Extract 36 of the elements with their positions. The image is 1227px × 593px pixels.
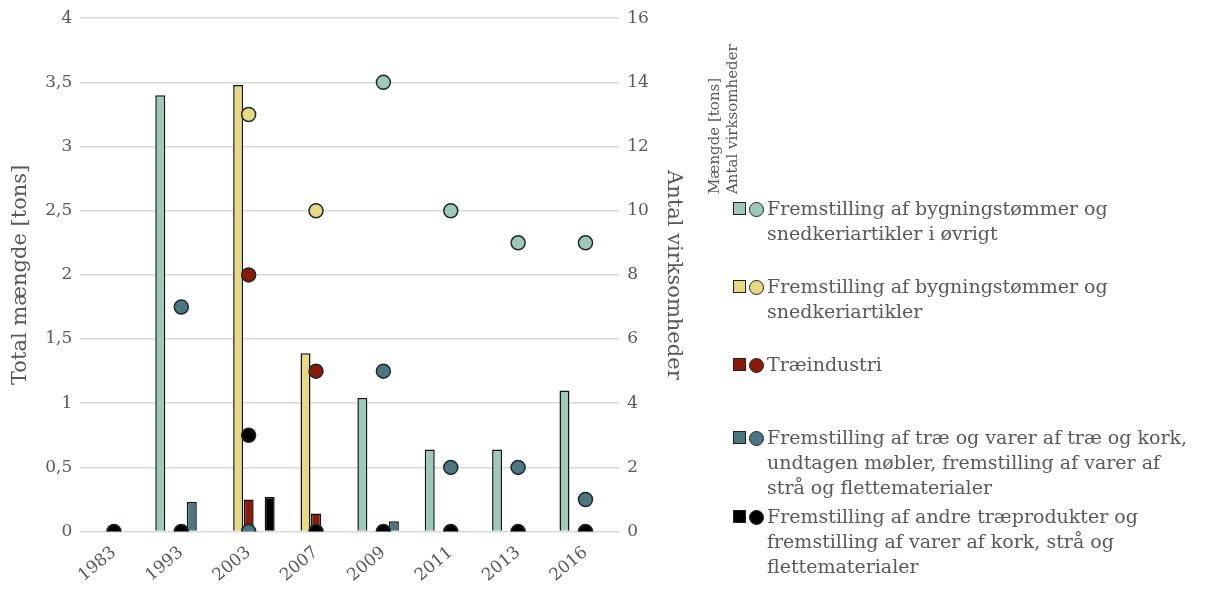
- y-axis-title: Total mængde [tons]: [7, 164, 32, 386]
- legend-label: Fremstilling af træ og varer af træ og kork, undtagen møbler, fremstilling af varer af strå og flettematerialer: [767, 425, 1189, 500]
- y2-tick-label: 16: [627, 6, 649, 27]
- y2-tick-label: 14: [627, 70, 649, 91]
- y-tick-label: 2: [61, 263, 73, 284]
- legend-label: Fremstilling af andre træprodukter og fremstilling af varer af kork, strå og flettematerialer: [767, 504, 1139, 579]
- point: [510, 235, 526, 251]
- y2-tick-label: 8: [627, 263, 638, 284]
- legend-label: Fremstilling af bygningstømmer og snedkeriartikler: [767, 274, 1109, 324]
- y-tick-label: 3,5: [45, 70, 73, 91]
- y2-tick-label: 0: [627, 519, 638, 540]
- y-tick-label: 3: [61, 134, 73, 155]
- y-tick-label: 2,5: [45, 199, 73, 220]
- y2-tick-label: 2: [627, 455, 638, 476]
- y-tick-label: 1,5: [45, 327, 73, 348]
- y-tick-label: 0: [61, 519, 73, 540]
- y-tick-label: 4: [61, 6, 73, 27]
- y-tick-label: 0,5: [45, 455, 73, 476]
- y2-tick-label: 6: [627, 327, 638, 348]
- point: [173, 299, 190, 315]
- y-tick-label: 1: [61, 391, 73, 412]
- point: [443, 202, 459, 219]
- point: [308, 363, 324, 379]
- point: [308, 202, 324, 219]
- legend-title: Mængde [tons] Antal virksomheder: [705, 44, 741, 194]
- legend-label: Fremstilling af bygningstømmer og snedkeriartikler i øvrigt: [767, 196, 1109, 246]
- y2-tick-label: 10: [627, 199, 649, 220]
- point: [375, 363, 392, 379]
- y2-axis-title: Antal virksomheder: [662, 169, 687, 381]
- point: [375, 74, 392, 91]
- y2-tick-label: 12: [627, 134, 649, 155]
- point: [240, 106, 257, 123]
- y2-tick-label: 4: [627, 391, 638, 412]
- legend-label: Træindustri: [767, 352, 882, 377]
- point: [577, 235, 594, 251]
- point: [240, 267, 257, 283]
